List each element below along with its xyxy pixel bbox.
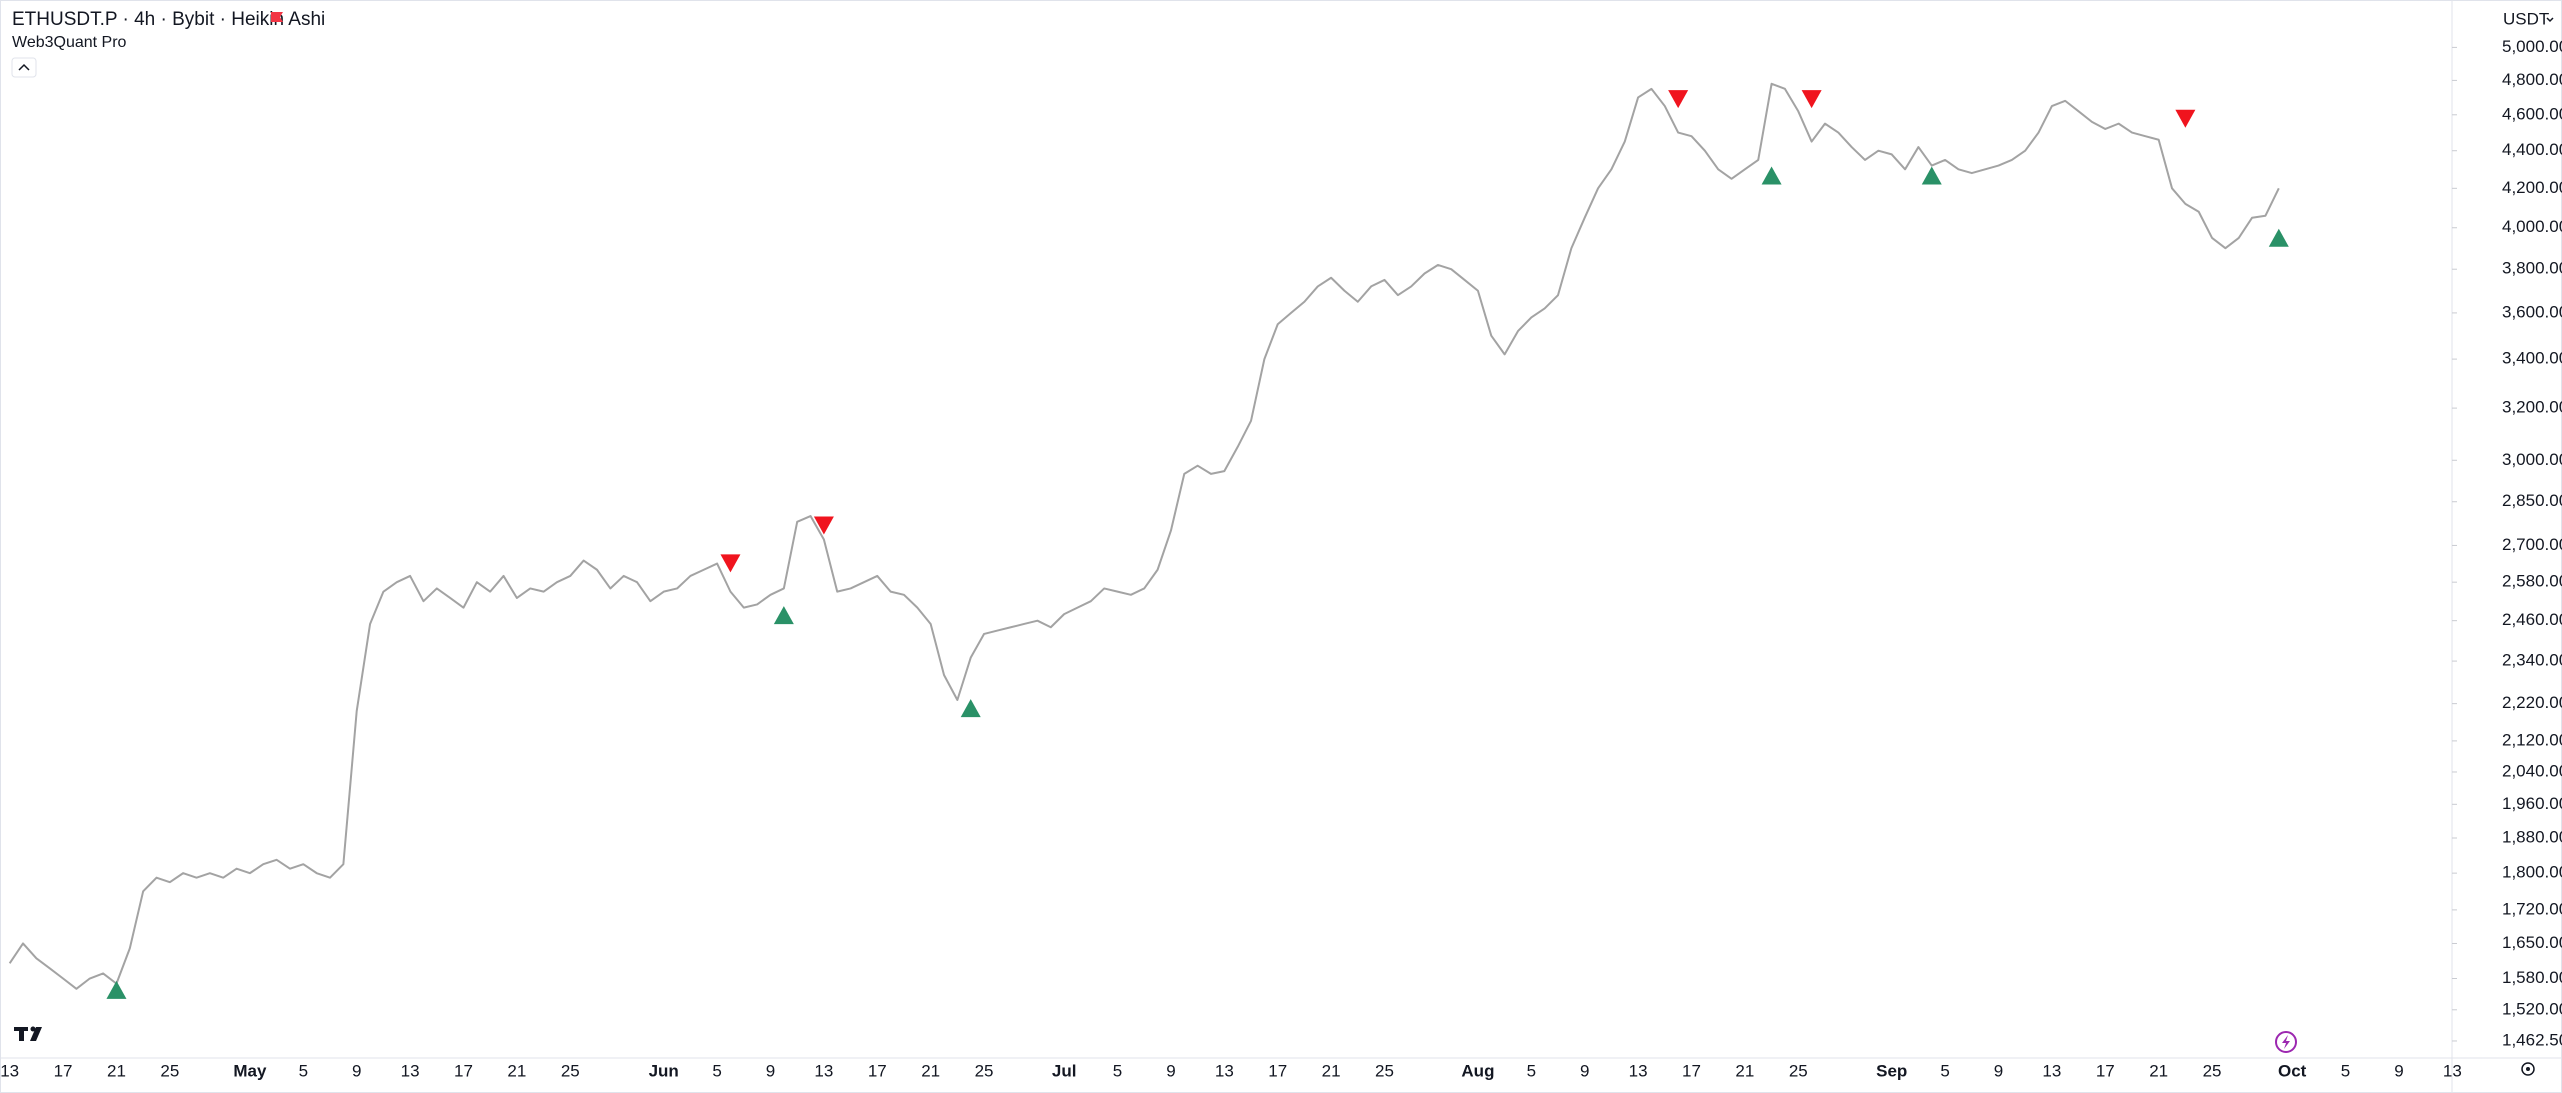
x-tick-label: 25: [1789, 1061, 1808, 1080]
x-tick-label: 25: [1375, 1061, 1394, 1080]
y-tick-label: 1,960.00: [2502, 794, 2562, 813]
y-tick-label: 4,400.00: [2502, 140, 2562, 159]
x-tick-label: 5: [299, 1061, 308, 1080]
x-tick-label: 17: [868, 1061, 887, 1080]
x-tick-label: 13: [401, 1061, 420, 1080]
y-tick-label: 2,220.00: [2502, 693, 2562, 712]
y-tick-label: 3,800.00: [2502, 259, 2562, 278]
buy-signal: [773, 606, 794, 625]
x-tick-label: 25: [2203, 1061, 2222, 1080]
x-tick-label: 9: [1166, 1061, 1175, 1080]
buy-signal: [106, 980, 127, 999]
y-tick-label: 2,460.00: [2502, 610, 2562, 629]
x-tick-label: 9: [766, 1061, 775, 1080]
x-tick-label: Aug: [1461, 1061, 1494, 1080]
settings-button[interactable]: [2521, 1062, 2535, 1076]
y-tick-label: 3,000.00: [2502, 450, 2562, 469]
x-tick-label: 25: [160, 1061, 179, 1080]
y-tick-label: 2,850.00: [2502, 491, 2562, 510]
x-tick-label: 25: [561, 1061, 580, 1080]
x-tick-label: 5: [1113, 1061, 1122, 1080]
y-tick-label: 4,600.00: [2502, 104, 2562, 123]
price-line: [8, 82, 2280, 990]
y-tick-label: 2,580.00: [2502, 572, 2562, 591]
sell-signal: [1801, 90, 1822, 109]
currency-label[interactable]: USDT: [2503, 9, 2549, 28]
y-tick-label: 4,800.00: [2502, 70, 2562, 89]
x-tick-label: Jun: [649, 1061, 679, 1080]
sell-signal: [720, 554, 741, 573]
x-tick-label: 5: [1527, 1061, 1536, 1080]
x-tick-label: 5: [1940, 1061, 1949, 1080]
y-tick-label: 2,040.00: [2502, 761, 2562, 780]
y-tick-label: 2,700.00: [2502, 535, 2562, 554]
x-tick-label: 9: [352, 1061, 361, 1080]
x-tick-label: 17: [1682, 1061, 1701, 1080]
collapse-button[interactable]: [11, 57, 37, 78]
x-tick-label: 17: [454, 1061, 473, 1080]
x-tick-label: 21: [2149, 1061, 2168, 1080]
y-tick-label: 1,880.00: [2502, 827, 2562, 846]
y-tick-label: 4,200.00: [2502, 178, 2562, 197]
buy-signal: [1921, 166, 1942, 185]
x-tick-label: 17: [1268, 1061, 1287, 1080]
y-tick-label: 1,580.00: [2502, 968, 2562, 987]
x-tick-label: 13: [0, 1061, 19, 1080]
collapse-icon: [18, 63, 30, 71]
y-tick-label: 1,520.00: [2502, 999, 2562, 1018]
x-tick-label: 21: [921, 1061, 940, 1080]
x-tick-label: 5: [2341, 1061, 2350, 1080]
x-tick-label: 21: [107, 1061, 126, 1080]
x-tick-label: Sep: [1876, 1061, 1907, 1080]
x-tick-label: 13: [1629, 1061, 1648, 1080]
x-tick-label: 9: [1994, 1061, 2003, 1080]
y-tick-label: 2,340.00: [2502, 651, 2562, 670]
buy-signal: [2268, 228, 2289, 247]
x-tick-label: 21: [1735, 1061, 1754, 1080]
plot-area: [8, 82, 2289, 999]
indicator-name[interactable]: Web3Quant Pro: [12, 34, 127, 51]
tradingview-logo[interactable]: [14, 1026, 42, 1042]
y-tick-label: 1,800.00: [2502, 863, 2562, 882]
x-tick-label: 17: [54, 1061, 73, 1080]
x-tick-label: 21: [507, 1061, 526, 1080]
lightning-button[interactable]: [2275, 1031, 2297, 1053]
y-tick-label: 3,400.00: [2502, 349, 2562, 368]
x-tick-label: May: [233, 1061, 267, 1080]
y-tick-label: 5,000.00: [2502, 37, 2562, 56]
x-tick-label: 25: [975, 1061, 994, 1080]
x-tick-label: 17: [2096, 1061, 2115, 1080]
sell-signal: [1668, 90, 1689, 109]
x-tick-label: 13: [1215, 1061, 1234, 1080]
buy-signal: [960, 699, 981, 718]
symbol-title[interactable]: ETHUSDT.P · 4h · Bybit · Heikin Ashi: [12, 9, 325, 30]
y-tick-label: 1,720.00: [2502, 899, 2562, 918]
y-tick-label: 1,650.00: [2502, 933, 2562, 952]
x-tick-label: 13: [2042, 1061, 2061, 1080]
x-tick-label: 9: [1580, 1061, 1589, 1080]
y-tick-label: 3,200.00: [2502, 398, 2562, 417]
x-tick-label: 13: [814, 1061, 833, 1080]
y-tick-label: 1,462.50: [2502, 1030, 2562, 1049]
x-tick-label: Jul: [1052, 1061, 1077, 1080]
currency-dropdown[interactable]: [2546, 17, 2554, 23]
flag-icon[interactable]: [271, 12, 283, 22]
y-tick-label: 2,120.00: [2502, 730, 2562, 749]
sell-signal: [2175, 109, 2196, 128]
x-tick-label: 13: [2443, 1061, 2462, 1080]
x-tick-label: Oct: [2278, 1061, 2307, 1080]
buy-signal: [1761, 166, 1782, 185]
sell-signal: [813, 516, 834, 535]
x-tick-label: 9: [2394, 1061, 2403, 1080]
x-tick-label: 5: [712, 1061, 721, 1080]
x-tick-label: 21: [1322, 1061, 1341, 1080]
y-tick-label: 3,600.00: [2502, 302, 2562, 321]
y-tick-label: 4,000.00: [2502, 217, 2562, 236]
